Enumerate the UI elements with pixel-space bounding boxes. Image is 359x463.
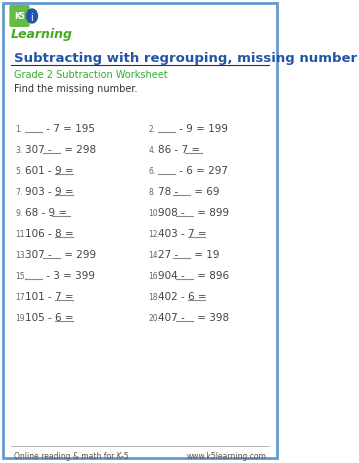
Text: 908 -: 908 -	[158, 207, 188, 217]
Text: 904 -: 904 -	[158, 270, 188, 280]
Text: 307 -: 307 -	[25, 144, 55, 155]
Text: 6.: 6.	[148, 166, 155, 175]
Text: = 896: = 896	[194, 270, 229, 280]
Text: 14.: 14.	[148, 250, 160, 259]
Text: 86 - 7 =: 86 - 7 =	[158, 144, 203, 155]
Text: 5: 5	[18, 12, 24, 21]
Text: 17.: 17.	[15, 292, 28, 301]
FancyBboxPatch shape	[9, 6, 30, 28]
Text: 105 - 6 =: 105 - 6 =	[25, 312, 77, 322]
Text: = 398: = 398	[194, 312, 229, 322]
Text: 13.: 13.	[15, 250, 28, 259]
Text: 601 - 9 =: 601 - 9 =	[25, 165, 77, 175]
Text: = 69: = 69	[191, 187, 219, 196]
Text: i: i	[31, 13, 33, 23]
Text: 5.: 5.	[15, 166, 23, 175]
Text: 15.: 15.	[15, 271, 28, 280]
Text: 407 -: 407 -	[158, 312, 188, 322]
Text: 1.: 1.	[15, 125, 23, 133]
Text: = 19: = 19	[191, 249, 219, 259]
Text: 9.: 9.	[15, 208, 23, 217]
Text: 307 -: 307 -	[25, 249, 55, 259]
Text: Learning: Learning	[11, 28, 73, 41]
Text: 68 - 9 =: 68 - 9 =	[25, 207, 70, 217]
Text: 101 - 7 =: 101 - 7 =	[25, 291, 77, 301]
Text: - 3 = 399: - 3 = 399	[43, 270, 95, 280]
Text: 3.: 3.	[15, 145, 23, 155]
Text: = 299: = 299	[61, 249, 96, 259]
Text: 16.: 16.	[148, 271, 160, 280]
Text: Online reading & math for K-5: Online reading & math for K-5	[14, 451, 129, 461]
Text: - 6 = 297: - 6 = 297	[176, 165, 228, 175]
Text: 18.: 18.	[148, 292, 160, 301]
Text: Grade 2 Subtraction Worksheet: Grade 2 Subtraction Worksheet	[14, 70, 168, 80]
Text: Find the missing number.: Find the missing number.	[14, 84, 137, 94]
Text: 20.: 20.	[148, 313, 160, 322]
FancyBboxPatch shape	[3, 4, 277, 458]
Text: = 899: = 899	[194, 207, 229, 217]
Text: K: K	[14, 12, 20, 21]
Text: 8.: 8.	[148, 188, 155, 196]
Text: 903 - 9 =: 903 - 9 =	[25, 187, 77, 196]
Text: 403 - 7 =: 403 - 7 =	[158, 228, 210, 238]
Text: - 7 = 195: - 7 = 195	[43, 124, 95, 133]
Text: 11.: 11.	[15, 229, 28, 238]
Text: 10.: 10.	[148, 208, 160, 217]
Text: 78 -: 78 -	[158, 187, 181, 196]
Text: 4.: 4.	[148, 145, 155, 155]
Text: Subtracting with regrouping, missing number: Subtracting with regrouping, missing num…	[14, 52, 357, 65]
Text: = 298: = 298	[61, 144, 96, 155]
Text: 27 -: 27 -	[158, 249, 181, 259]
Text: 402 - 6 =: 402 - 6 =	[158, 291, 210, 301]
Text: 106 - 8 =: 106 - 8 =	[25, 228, 77, 238]
Circle shape	[27, 10, 37, 24]
Text: 12.: 12.	[148, 229, 160, 238]
Text: - 9 = 199: - 9 = 199	[176, 124, 228, 133]
Text: 19.: 19.	[15, 313, 28, 322]
Text: www.k5learning.com: www.k5learning.com	[186, 451, 266, 461]
Text: 7.: 7.	[15, 188, 23, 196]
Text: 2.: 2.	[148, 125, 155, 133]
